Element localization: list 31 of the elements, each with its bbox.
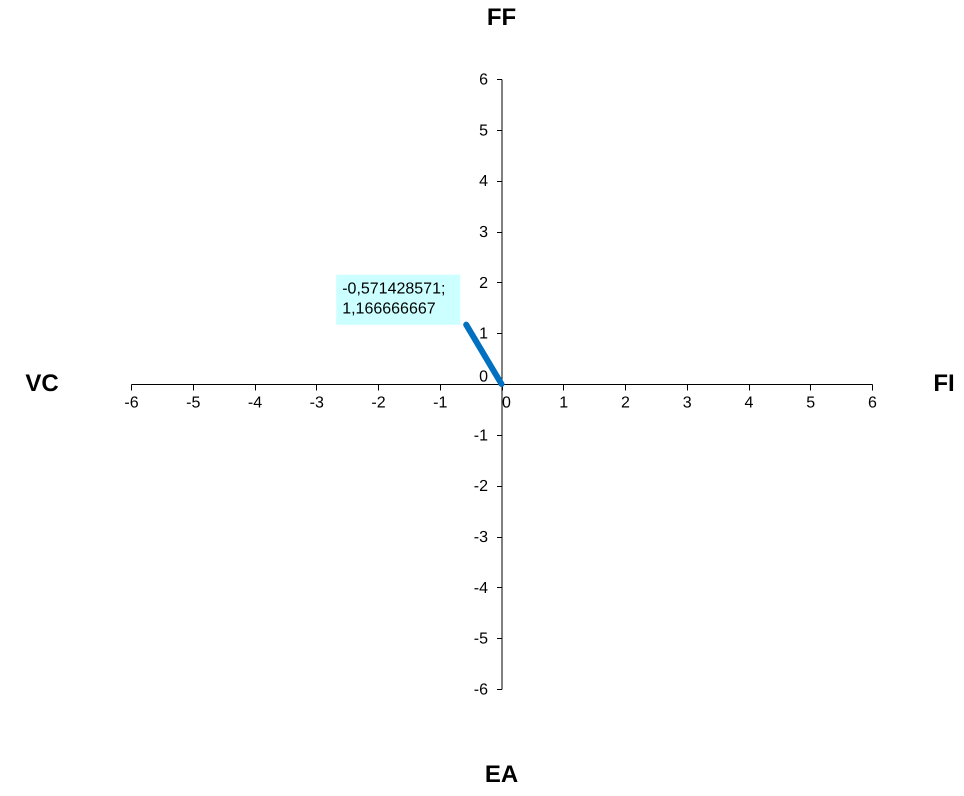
x-tick-label: -5 (186, 394, 200, 412)
text: EA (484, 761, 518, 788)
y-tick-label: -2 (474, 478, 488, 496)
text: VC (25, 370, 59, 397)
x-tick-label: -4 (248, 394, 262, 412)
y-tick-label: -5 (474, 630, 488, 648)
data-label: -0,571428571; 1,166666667 (342, 280, 446, 318)
x-tick-label: -3 (310, 394, 324, 412)
x-tick-label: 4 (744, 394, 754, 412)
x-tick-label: -2 (371, 394, 386, 412)
x-tick-label: 3 (682, 394, 692, 412)
y-tick-label: -3 (474, 529, 488, 546)
x-tick-label: -6 (124, 394, 139, 412)
y-tick-label: 4 (479, 173, 488, 190)
x-tick-label: 6 (868, 394, 878, 412)
y-tick-label: 6 (479, 72, 488, 88)
y-tick-label: 5 (479, 122, 488, 140)
y-tick-label: -6 (474, 682, 488, 698)
y-tick-label: 1 (479, 326, 488, 343)
x-tick-label: 2 (621, 394, 630, 412)
y-tick-label: -1 (474, 427, 488, 444)
y-tick-label: 2 (479, 274, 488, 292)
x-tick-label: 0 (502, 394, 511, 412)
y-tick-label: 3 (479, 224, 488, 241)
x-tick-label: 5 (806, 394, 816, 412)
y-tick-label: -4 (474, 580, 488, 597)
text: FF (486, 4, 516, 31)
y-tick-label: 0 (479, 368, 488, 386)
x-tick-label: -1 (433, 394, 448, 412)
x-tick-label: 1 (559, 394, 568, 412)
text: FI (933, 370, 955, 397)
